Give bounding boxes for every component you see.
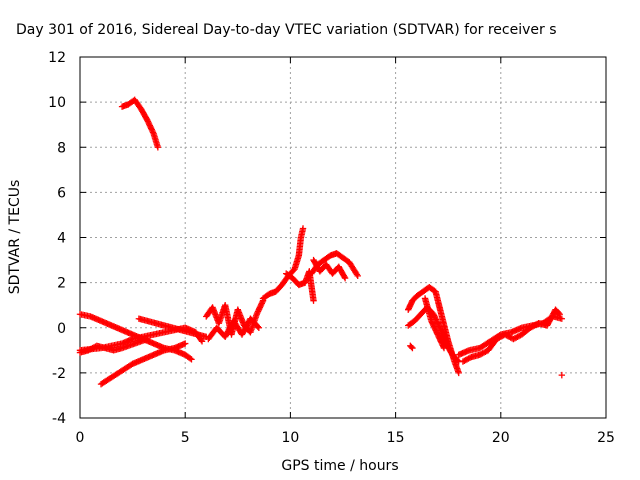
y-tick-label: -4 — [52, 411, 66, 427]
data-point — [198, 338, 206, 345]
y-tick-label: 0 — [57, 321, 66, 337]
x-tick-label: 10 — [281, 430, 299, 446]
data-point — [254, 323, 261, 330]
data-point — [255, 324, 263, 331]
data-point — [154, 144, 162, 151]
data-points — [76, 96, 566, 388]
y-tick-label: 8 — [57, 140, 66, 156]
y-tick-label: 6 — [57, 185, 66, 201]
data-point — [558, 371, 566, 379]
y-tick-label: 4 — [57, 231, 66, 247]
x-tick-label: 15 — [387, 430, 405, 446]
data-point — [299, 225, 307, 232]
axis-ticks — [79, 56, 607, 419]
data-point — [353, 271, 361, 278]
data-point — [454, 357, 461, 364]
plot-frame — [79, 56, 607, 419]
data-point — [466, 354, 474, 362]
data-point — [558, 315, 566, 322]
x-tick-label: 25 — [597, 430, 615, 446]
data-point — [556, 311, 563, 318]
grid — [80, 57, 606, 418]
x-tick-label: 0 — [76, 430, 85, 446]
y-tick-label: 10 — [48, 95, 66, 111]
data-point — [409, 344, 416, 352]
data-point — [455, 369, 462, 377]
data-point — [144, 335, 151, 343]
data-point — [341, 274, 349, 282]
x-axis-label: GPS time / hours — [281, 458, 398, 474]
data-point — [188, 356, 195, 363]
chart-title: Day 301 of 2016, Sidereal Day-to-day VTE… — [16, 22, 557, 38]
data-point — [440, 344, 448, 352]
data-point — [408, 343, 415, 351]
x-tick-labels: 0 5 10 15 20 25 — [76, 430, 615, 446]
data-point — [187, 355, 194, 362]
data-point — [310, 297, 317, 304]
x-tick-label: 20 — [492, 430, 510, 446]
y-axis-label: SDTVAR / TECUs — [7, 180, 23, 295]
y-tick-label: -2 — [52, 366, 66, 382]
data-point — [182, 340, 189, 347]
y-tick-label: 12 — [48, 50, 66, 66]
data-point — [341, 273, 348, 281]
data-point — [555, 309, 562, 317]
y-tick-labels: -4 -2 0 2 4 6 8 10 12 — [48, 50, 66, 427]
data-point — [354, 272, 361, 280]
y-tick-label: 2 — [57, 276, 66, 292]
x-tick-label: 5 — [181, 430, 190, 446]
